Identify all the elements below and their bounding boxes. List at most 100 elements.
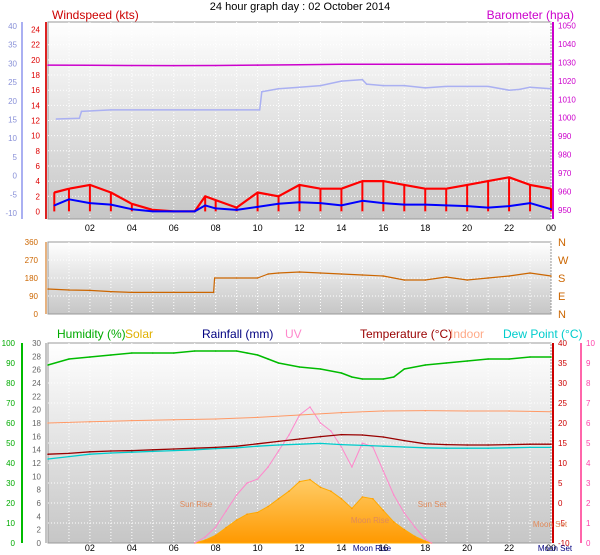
y-tick-label: -5 <box>10 190 18 199</box>
uv-line-point <box>372 446 374 448</box>
indoor-line-point <box>466 410 469 412</box>
barometer-line-point <box>131 64 133 67</box>
temperature-line-point <box>89 451 91 453</box>
extra-line-point <box>550 87 552 90</box>
extra-line-point <box>319 84 322 87</box>
event-annotation: Moon Set <box>538 544 573 553</box>
y-tick-label: 1030 <box>558 59 576 68</box>
average-wind-line-point <box>298 201 301 204</box>
average-wind-line <box>53 198 552 213</box>
solar-point <box>403 528 406 531</box>
average-wind-line-point <box>256 206 259 208</box>
x-tick-label: 08 <box>211 223 221 233</box>
wind-direction-line-point <box>277 272 280 274</box>
solar-point <box>414 535 416 538</box>
y-tick-label: 22 <box>31 41 40 50</box>
y-tick-label: 0 <box>558 499 563 508</box>
y-tick-label: 7 <box>586 399 591 408</box>
y-tick-label: 18 <box>32 419 41 428</box>
wind-direction-line-point <box>319 272 322 274</box>
extra-line-point <box>487 85 489 88</box>
y-tick-label: N <box>558 237 566 249</box>
wind-direction-line-point <box>382 275 385 277</box>
wind-baro-panel: 02 04 06 08 10 12 14 16 18 20 22 002422201816141210… <box>5 8 576 233</box>
wind-direction-line-point <box>68 289 70 291</box>
indoor-line-point <box>340 411 343 414</box>
barometer-title: Barometer (hpa) <box>487 8 574 22</box>
solar-point <box>204 539 206 541</box>
average-wind-line-point <box>214 207 217 210</box>
y-tick-label: 10 <box>31 132 40 141</box>
y-tick-label: 10 <box>586 339 595 348</box>
y-tick-label: 5 <box>13 153 18 162</box>
y-tick-label: 16 <box>31 86 40 95</box>
humidity-line-point <box>47 364 49 366</box>
x-tick-label: 12 <box>294 223 304 233</box>
gust-line-point <box>466 184 469 186</box>
y-tick-label: 100 <box>2 339 16 348</box>
y-tick-label: 18 <box>31 71 40 80</box>
extra-line-point <box>258 109 261 111</box>
gust-line-point <box>53 191 56 194</box>
indoor-line-point <box>173 419 175 421</box>
gust-line-point <box>550 187 552 190</box>
dewpoint-line-point <box>340 443 343 446</box>
y-tick-label: 12 <box>31 117 40 126</box>
y-tick-label: 30 <box>8 59 17 68</box>
y-tick-label: 20 <box>6 499 15 508</box>
dewpoint-line-point <box>277 444 280 446</box>
gust-line-point <box>152 209 154 211</box>
average-wind-line-point <box>152 210 154 213</box>
humidity-line-point <box>110 354 112 356</box>
solar-point <box>214 534 217 537</box>
uv-line-point <box>267 466 269 468</box>
y-tick-label: 15 <box>8 116 17 125</box>
extra-line-point <box>298 86 301 88</box>
temperature-line-point <box>361 434 364 436</box>
y-tick-label: -5 <box>558 519 566 528</box>
solar-point <box>298 480 301 483</box>
y-tick-label: 10 <box>558 459 567 468</box>
x-tick-label: 22 <box>504 543 514 553</box>
uv-line-point <box>256 478 259 480</box>
average-wind-line-point <box>319 202 322 204</box>
dewpoint-line-point <box>508 447 510 449</box>
humidity-line-point <box>68 358 70 360</box>
temperature-line-point <box>214 446 217 449</box>
average-wind-line-point <box>424 203 427 206</box>
gust-line-point <box>361 180 364 182</box>
y-tick-label: 2 <box>586 499 591 508</box>
y-tick-label: 2 <box>37 526 42 535</box>
x-tick-label: 14 <box>336 543 346 553</box>
humidity-line-point <box>193 350 196 352</box>
solar-point <box>382 509 385 512</box>
weather-panel: 02 04 06 08 10 12 14 16 18 20 22 001009080706050403… <box>2 327 596 553</box>
y-tick-label: -10 <box>558 539 570 548</box>
extra-line-point <box>361 78 364 81</box>
event-annotation: Moon Rise <box>353 544 392 553</box>
average-wind-line-point <box>193 210 196 213</box>
temperature-line-point <box>340 433 343 436</box>
gust-line-point <box>235 206 238 209</box>
y-tick-label: 12 <box>32 459 41 468</box>
solar-point <box>225 526 227 529</box>
x-tick-label: 10 <box>253 223 263 233</box>
humidity-line-point <box>131 352 133 354</box>
y-tick-label: 4 <box>586 459 591 468</box>
humidity-line-point <box>246 352 248 354</box>
y-tick-label: 5 <box>586 439 591 448</box>
y-tick-label: 1040 <box>558 40 576 49</box>
average-wind-line-point <box>340 204 343 207</box>
humidity-line-point <box>351 376 353 378</box>
y-tick-label: 6 <box>37 499 42 508</box>
wind-direction-line-point <box>173 291 175 294</box>
indoor-line-point <box>508 410 510 412</box>
temperature-title: Temperature (°C) <box>360 327 452 341</box>
humidity-line-point <box>89 356 91 358</box>
temperature-line-point <box>550 443 552 446</box>
indoor-line-point <box>214 418 217 420</box>
gust-line-point <box>340 187 343 190</box>
uv-line-point <box>214 526 217 528</box>
y-tick-label: 8 <box>36 147 41 156</box>
wind-direction-line-point <box>361 274 364 276</box>
